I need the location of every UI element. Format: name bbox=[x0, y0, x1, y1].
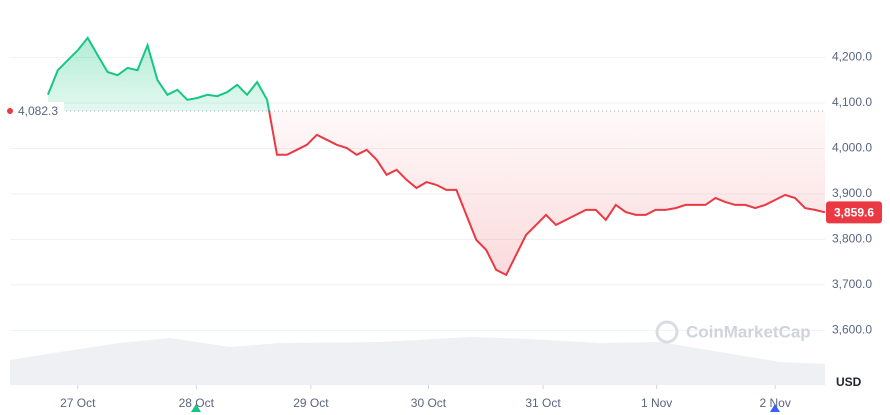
x-tick-label: 28 Oct bbox=[179, 396, 215, 410]
y-tick-label: 3,600.0 bbox=[832, 323, 872, 337]
watermark: CoinMarketCap bbox=[655, 320, 811, 344]
x-tick-label: 29 Oct bbox=[293, 396, 329, 410]
y-tick-label: 4,200.0 bbox=[832, 50, 872, 64]
price-line bbox=[46, 36, 826, 277]
y-tick-label: 3,900.0 bbox=[832, 186, 872, 200]
event-marker bbox=[191, 404, 201, 412]
volume-backdrop bbox=[10, 337, 825, 385]
currency-label: USD bbox=[836, 375, 862, 389]
reference-label: 4,082.3 bbox=[18, 104, 58, 118]
price-area bbox=[47, 37, 825, 275]
watermark-text: CoinMarketCap bbox=[686, 322, 811, 341]
x-tick-label: 2 Nov bbox=[760, 396, 791, 410]
x-tick-label: 30 Oct bbox=[411, 396, 447, 410]
y-tick-label: 4,000.0 bbox=[832, 141, 872, 155]
reference-dot bbox=[7, 108, 13, 115]
reference-label-box bbox=[14, 102, 64, 121]
event-marker bbox=[770, 404, 780, 412]
x-tick-label: 31 Oct bbox=[525, 396, 561, 410]
x-tick-label: 27 Oct bbox=[60, 396, 96, 410]
y-tick-label: 3,700.0 bbox=[832, 277, 872, 291]
x-tick-label: 1 Nov bbox=[641, 396, 672, 410]
current-price-label: 3,859.6 bbox=[834, 206, 874, 220]
y-tick-label: 4,100.0 bbox=[832, 95, 872, 109]
y-tick-label: 3,800.0 bbox=[832, 232, 872, 246]
current-price-box bbox=[826, 201, 882, 224]
